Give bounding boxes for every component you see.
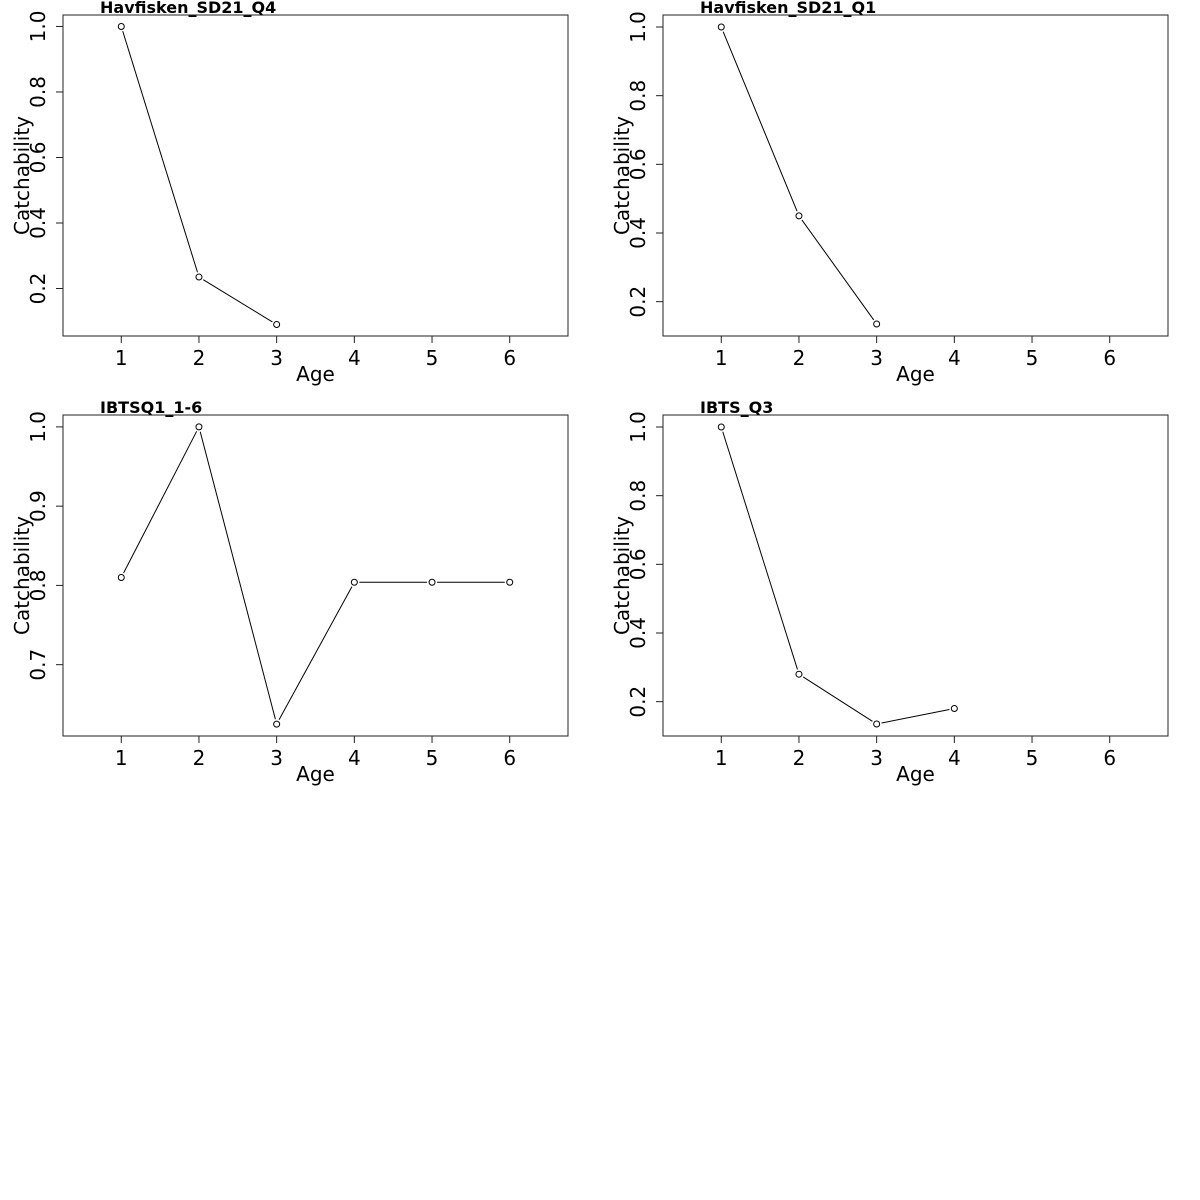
y-tick-label: 0.4 xyxy=(26,207,50,239)
x-tick-label: 2 xyxy=(193,346,206,370)
chart-panel-3: IBTSQ1_1-6 1 2 3 4 5 6 0.7 0.8 0.9 1.0 Age Catchabil… xyxy=(10,398,569,786)
x-tick-label: 5 xyxy=(1026,346,1039,370)
x-tick-label: 5 xyxy=(1026,746,1039,770)
series-line-segment xyxy=(202,279,273,323)
series-line-segment xyxy=(199,431,276,720)
x-tick-label: 4 xyxy=(948,346,961,370)
chart-panel-4: IBTS_Q3 1 2 3 4 5 6 0.2 0.4 0.6 0.8 1.0 Age Catchabil… xyxy=(610,398,1169,786)
data-point xyxy=(873,320,881,328)
y-tick-label: 1.0 xyxy=(26,411,50,443)
x-tick-label: 2 xyxy=(193,746,206,770)
plot-frame xyxy=(62,14,569,337)
y-tick-label: 1.0 xyxy=(626,411,650,443)
data-point xyxy=(350,578,358,586)
panel-title: IBTSQ1_1-6 xyxy=(100,398,202,417)
x-tick-label: 6 xyxy=(503,346,516,370)
series-line-segment xyxy=(802,676,873,722)
data-point xyxy=(950,705,958,713)
series-line-segment xyxy=(122,31,198,273)
panel-title: Havfisken_SD21_Q4 xyxy=(100,0,276,17)
data-point xyxy=(873,720,881,728)
data-point xyxy=(717,23,725,31)
data-point xyxy=(717,423,725,431)
y-tick-label: 0.4 xyxy=(626,617,650,649)
y-tick-label: 0.2 xyxy=(626,686,650,718)
x-tick-label: 5 xyxy=(426,746,439,770)
data-point xyxy=(273,720,281,728)
x-tick-label: 3 xyxy=(270,746,283,770)
y-tick-label: 0.6 xyxy=(26,142,50,174)
series-line-segment xyxy=(801,219,875,321)
x-tick-label: 2 xyxy=(793,746,806,770)
x-tick-label: 3 xyxy=(870,746,883,770)
chart-panel-1: Havfisken_SD21_Q4 1 2 3 4 5 6 0.2 0.4 0.6 0.8 1.0 Ag… xyxy=(10,0,569,386)
plot-frame xyxy=(662,414,1169,737)
x-axis-label: Age xyxy=(296,762,335,786)
y-tick-label: 0.7 xyxy=(26,649,50,681)
y-tick-label: 0.6 xyxy=(626,548,650,580)
x-tick-label: 6 xyxy=(503,746,516,770)
x-tick-label: 4 xyxy=(948,746,961,770)
y-axis-label: Catchability xyxy=(610,516,634,635)
x-tick-label: 3 xyxy=(870,346,883,370)
y-tick-label: 1.0 xyxy=(626,11,650,43)
series-line-segment xyxy=(722,31,798,212)
x-tick-label: 1 xyxy=(115,746,128,770)
y-tick-label: 0.9 xyxy=(26,490,50,522)
y-tick-label: 0.2 xyxy=(626,286,650,318)
panel-title: Havfisken_SD21_Q1 xyxy=(700,0,876,17)
data-point xyxy=(117,573,125,581)
y-tick-label: 0.8 xyxy=(26,570,50,602)
x-tick-label: 1 xyxy=(715,346,728,370)
data-point xyxy=(117,22,125,30)
y-tick-label: 0.2 xyxy=(26,273,50,305)
data-point xyxy=(273,321,281,329)
panel-title: IBTS_Q3 xyxy=(700,398,773,417)
x-axis-label: Age xyxy=(896,362,935,386)
y-axis-label: Catchability xyxy=(10,116,34,235)
y-tick-label: 0.8 xyxy=(626,80,650,112)
x-tick-label: 1 xyxy=(715,746,728,770)
data-point xyxy=(506,578,514,586)
x-tick-label: 4 xyxy=(348,346,361,370)
data-point xyxy=(195,423,203,431)
chart-panel-2: Havfisken_SD21_Q1 1 2 3 4 5 6 0.2 0.4 0.6 0.8 1.0 Ag… xyxy=(610,0,1169,386)
x-tick-label: 6 xyxy=(1103,346,1116,370)
x-tick-label: 4 xyxy=(348,746,361,770)
y-axis-label: Catchability xyxy=(610,116,634,235)
x-tick-label: 3 xyxy=(270,346,283,370)
x-tick-label: 5 xyxy=(426,346,439,370)
data-point xyxy=(795,212,803,220)
data-point xyxy=(428,578,436,586)
y-tick-label: 0.6 xyxy=(626,148,650,180)
x-tick-label: 1 xyxy=(115,346,128,370)
y-tick-label: 0.4 xyxy=(626,217,650,249)
y-tick-label: 0.8 xyxy=(26,76,50,108)
series-line-segment xyxy=(278,586,353,720)
series-line-segment xyxy=(881,709,950,724)
data-point xyxy=(795,670,803,678)
x-tick-label: 2 xyxy=(793,346,806,370)
series-line-segment xyxy=(722,431,798,670)
series-line-segment xyxy=(123,431,198,574)
y-tick-label: 1.0 xyxy=(26,11,50,43)
x-axis-label: Age xyxy=(296,362,335,386)
y-axis-label: Catchability xyxy=(10,516,34,635)
plot-frame xyxy=(662,14,1169,337)
y-tick-label: 0.8 xyxy=(626,480,650,512)
x-tick-label: 6 xyxy=(1103,746,1116,770)
x-axis-label: Age xyxy=(896,762,935,786)
data-point xyxy=(195,273,203,281)
plot-frame xyxy=(62,414,569,737)
